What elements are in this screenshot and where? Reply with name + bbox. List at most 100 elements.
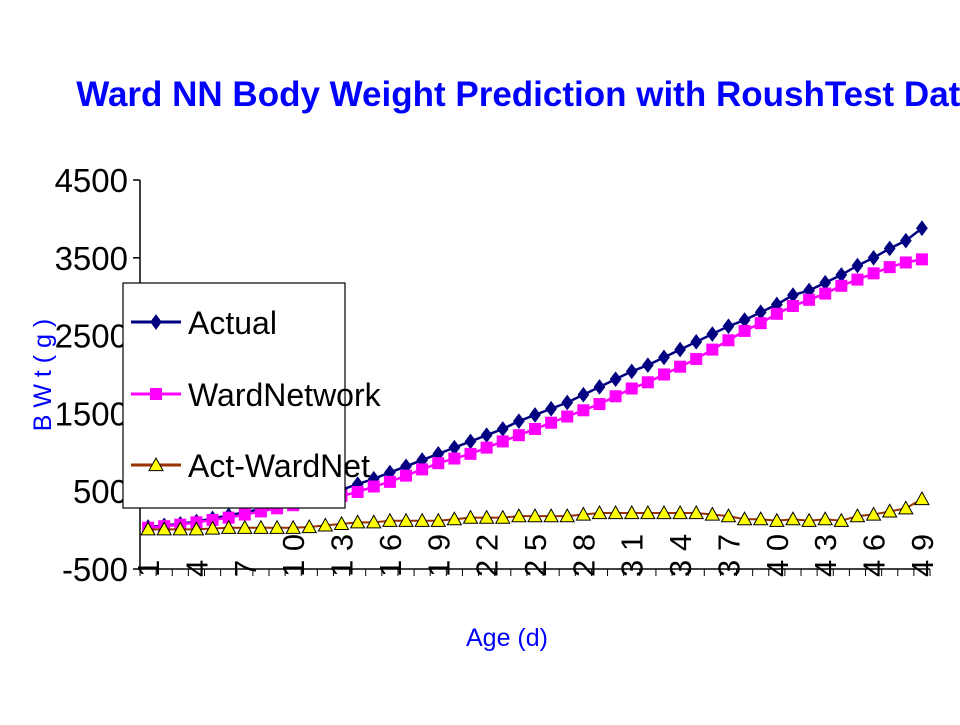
data-point: [915, 253, 928, 266]
series-act-wardnet: [140, 490, 930, 536]
x-tick-label: 7: [228, 560, 263, 577]
legend-label: WardNetwork: [188, 377, 382, 413]
data-point: [462, 509, 479, 524]
data-point: [480, 441, 493, 454]
data-point: [591, 504, 608, 520]
y-tick-label: 1500: [55, 395, 128, 432]
data-point: [382, 512, 398, 527]
data-point: [736, 511, 753, 526]
data-point: [204, 520, 221, 535]
y-tick-label: 3500: [55, 240, 128, 277]
data-point: [253, 519, 269, 534]
data-point: [656, 504, 672, 520]
data-point: [220, 519, 237, 534]
data-point: [690, 352, 703, 365]
data-point: [867, 249, 880, 266]
data-point: [464, 447, 477, 460]
data-point: [640, 504, 656, 520]
data-point: [317, 517, 334, 532]
data-point: [238, 508, 251, 521]
legend: Actual WardNetwork Act-WardNet: [122, 282, 382, 509]
legend-item: Actual: [131, 305, 277, 341]
data-point: [722, 318, 735, 335]
data-point: [480, 427, 493, 444]
data-point: [706, 326, 719, 342]
data-point: [914, 490, 930, 506]
data-point: [688, 504, 705, 520]
data-point: [801, 512, 817, 527]
data-point: [785, 511, 801, 526]
x-tick-label: 1 9: [421, 534, 456, 577]
data-point: [333, 515, 350, 530]
data-point: [916, 220, 928, 237]
data-point: [301, 518, 318, 534]
data-point: [349, 514, 366, 529]
data-point: [430, 512, 447, 527]
data-point: [188, 521, 205, 536]
data-point: [754, 317, 767, 330]
y-tick-label: -500: [62, 551, 128, 588]
data-point: [607, 504, 624, 520]
data-point: [883, 261, 896, 274]
data-point: [865, 506, 882, 521]
x-tick-label: 4 0: [760, 534, 795, 577]
data-point: [609, 371, 622, 388]
data-point: [365, 514, 382, 529]
x-tick-label: 1 6: [373, 534, 408, 577]
data-point: [768, 512, 785, 527]
x-tick-label: 2 2: [470, 534, 505, 577]
data-point: [529, 422, 541, 435]
data-point: [446, 511, 463, 526]
data-point: [416, 463, 429, 476]
x-tick-label: 1 0: [276, 534, 311, 577]
x-tick-label: 1 3: [325, 534, 360, 577]
data-point: [559, 508, 576, 523]
x-tick-label: 3 7: [711, 534, 746, 577]
legend-label: Act-WardNet: [188, 448, 370, 484]
data-point: [512, 429, 525, 442]
data-point: [140, 521, 156, 536]
legend-marker: [150, 388, 162, 400]
x-tick-label: 4 6: [857, 534, 892, 577]
data-point: [561, 410, 574, 423]
data-point: [496, 435, 509, 448]
data-point: [623, 504, 640, 520]
data-point: [881, 503, 898, 518]
x-tick-label: 4 9: [905, 534, 940, 577]
data-point: [672, 504, 688, 520]
x-axis-title: Age (d): [466, 624, 548, 652]
data-point: [835, 279, 848, 292]
data-point: [803, 293, 816, 306]
y-tick-label: 500: [73, 473, 128, 510]
data-point: [786, 300, 799, 313]
data-point: [269, 519, 285, 534]
data-point: [398, 512, 414, 527]
legend-item: Act-WardNet: [131, 448, 370, 484]
data-point: [674, 341, 686, 358]
data-point: [704, 506, 721, 521]
x-tick-label: 4: [179, 560, 214, 577]
data-point: [897, 500, 914, 515]
data-point: [851, 257, 864, 274]
data-point: [849, 508, 866, 523]
data-point: [527, 508, 543, 523]
data-point: [448, 452, 461, 465]
x-tick-label: 3 1: [615, 534, 650, 577]
data-point: [575, 506, 592, 521]
data-point: [400, 469, 413, 482]
data-point: [706, 343, 719, 356]
data-point: [817, 511, 834, 526]
data-point: [577, 404, 590, 417]
data-point: [172, 521, 189, 536]
data-point: [833, 512, 850, 527]
data-point: [657, 368, 670, 381]
data-point: [867, 267, 880, 280]
data-point: [641, 376, 654, 389]
x-tick-label: 4 3: [808, 534, 843, 577]
data-point: [883, 240, 896, 257]
data-point: [851, 273, 864, 286]
data-point: [561, 394, 574, 411]
data-point: [285, 519, 302, 534]
